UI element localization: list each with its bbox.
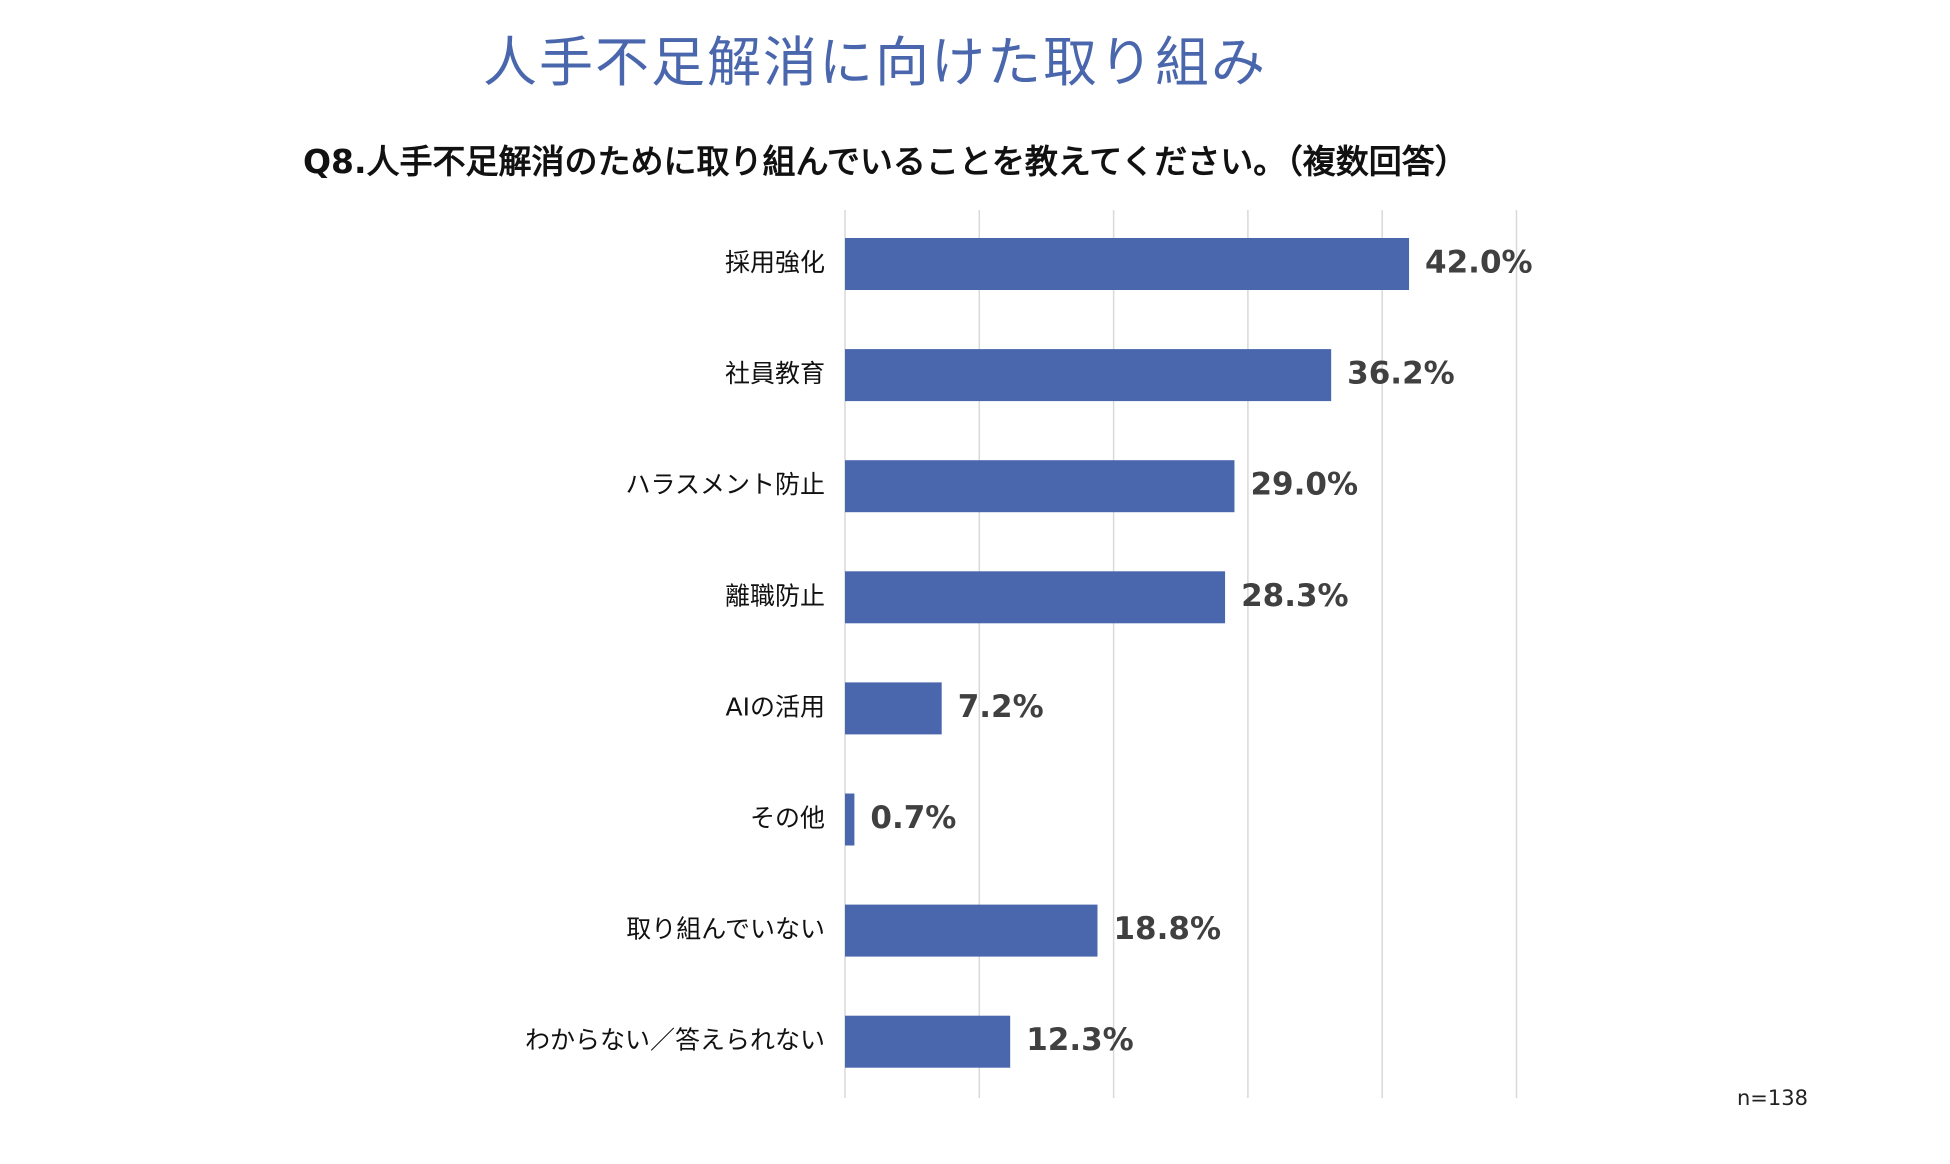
value-label: 42.0% bbox=[1425, 245, 1533, 281]
value-label: 18.8% bbox=[1113, 911, 1221, 947]
bar bbox=[845, 460, 1235, 513]
value-label: 12.3% bbox=[1026, 1022, 1134, 1058]
value-label: 36.2% bbox=[1347, 356, 1455, 392]
bar bbox=[845, 1015, 1011, 1068]
category-label: 社員教育 bbox=[725, 359, 825, 388]
bar bbox=[845, 238, 1410, 290]
value-label: 28.3% bbox=[1241, 578, 1349, 614]
category-label: 採用強化 bbox=[725, 248, 825, 277]
bar bbox=[845, 571, 1226, 624]
category-label: 取り組んでいない bbox=[626, 915, 825, 944]
bar bbox=[845, 682, 942, 735]
gridlines bbox=[844, 210, 1518, 1098]
category-label: その他 bbox=[750, 804, 825, 833]
category-label: AIの活用 bbox=[726, 692, 825, 721]
value-label: 0.7% bbox=[870, 800, 956, 836]
value-label: 29.0% bbox=[1250, 467, 1358, 503]
value-label: 7.2% bbox=[958, 689, 1044, 725]
category-label: 離職防止 bbox=[725, 581, 825, 610]
sample-size-note: n=138 bbox=[1737, 1086, 1808, 1110]
value-labels: 42.0% 36.2% 29.0% 28.3% 7.2% 0.7% 18.8% 12.3% bbox=[870, 245, 1532, 1059]
bars bbox=[845, 238, 1410, 1068]
category-label: ハラスメント防止 bbox=[625, 470, 825, 499]
bar bbox=[845, 349, 1332, 402]
chart-subtitle: Q8.人手不足解消のために取り組んでいることを教えてください。（複数回答） bbox=[303, 142, 1468, 181]
bar bbox=[845, 904, 1098, 957]
chart-title: 人手不足解消に向けた取り組み bbox=[483, 31, 1267, 94]
bar bbox=[845, 793, 855, 846]
category-label: わからない／答えられない bbox=[525, 1026, 825, 1055]
